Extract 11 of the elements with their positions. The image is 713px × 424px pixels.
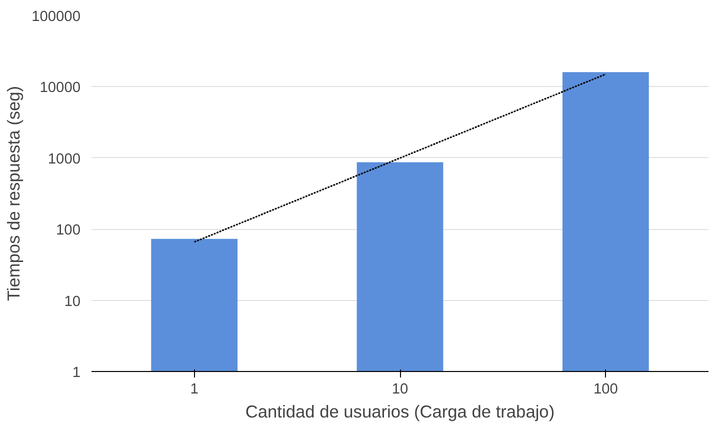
y-tick-label: 100000	[32, 9, 81, 25]
y-tick-label: 10000	[40, 80, 81, 96]
x-tick-label: 10	[392, 382, 408, 398]
y-tick-label: 100	[56, 222, 81, 239]
y-tick-label: 10	[64, 294, 81, 310]
x-tick-label: 1	[190, 382, 198, 398]
x-axis-title: Cantidad de usuarios (Carga de trabajo)	[245, 402, 555, 422]
y-tick-label: 1000	[48, 151, 81, 168]
x-tick-label: 100	[593, 382, 618, 398]
y-tick-label: 1	[72, 365, 81, 381]
y-axis-title: Tiempos de respuesta (seg)	[4, 86, 24, 302]
